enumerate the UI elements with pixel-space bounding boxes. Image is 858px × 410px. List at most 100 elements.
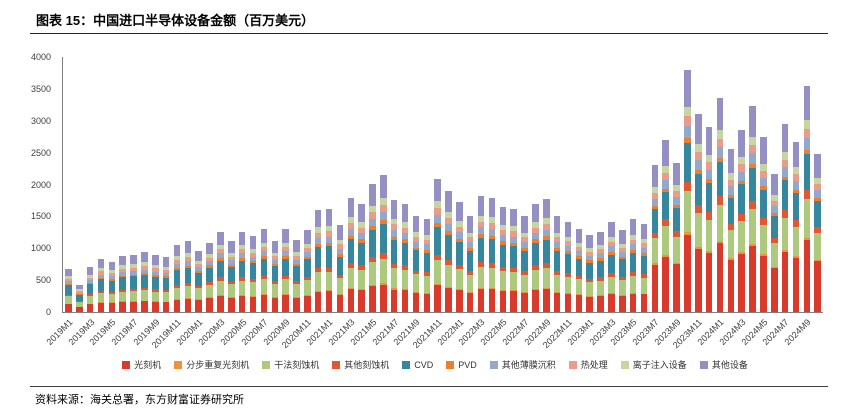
bar-segment [195, 271, 202, 273]
bar-segment [619, 256, 626, 260]
bar-segment [792, 189, 800, 193]
bar-segment [771, 266, 778, 268]
legend-swatch [174, 360, 183, 369]
bar-segment [803, 239, 811, 312]
bar-segment [325, 226, 333, 232]
bar-segment [238, 277, 246, 281]
bar-segment [228, 256, 235, 261]
bar-segment [152, 268, 159, 272]
bar-segment [304, 229, 311, 244]
bar-segment [771, 195, 778, 201]
bar-segment [119, 255, 126, 266]
bar-segment [684, 138, 691, 143]
bar-segment [119, 291, 126, 302]
bar-segment [304, 256, 311, 260]
bar-segment [184, 298, 192, 300]
bar-segment [760, 256, 767, 312]
bar-segment [390, 199, 398, 219]
bar-segment [738, 171, 745, 181]
bar-segment [76, 295, 83, 302]
bar-segment [619, 259, 626, 277]
bar-segment [553, 247, 561, 251]
bar-segment [293, 297, 300, 312]
bar-column [421, 57, 432, 312]
bar-segment [792, 180, 800, 190]
bar-segment [347, 228, 355, 236]
bar-segment [249, 296, 257, 297]
bar-segment [260, 276, 268, 280]
bar-segment [347, 217, 355, 223]
bar-segment [434, 284, 441, 286]
bar-segment [499, 241, 507, 245]
bar-column [563, 57, 574, 312]
bar-segment [716, 130, 724, 139]
bar-segment [749, 244, 756, 247]
bar-segment [271, 264, 279, 267]
x-axis-labels: 2019M1 2019M3 2019M5 2019M7 2019M9 2019M11 202… [44, 315, 822, 357]
bar-segment [738, 129, 745, 158]
bar-segment [553, 232, 561, 238]
bar-segment [86, 303, 94, 312]
bar-segment [369, 286, 376, 312]
bar-segment [619, 294, 626, 296]
bar-segment [803, 86, 811, 121]
bar-segment [249, 256, 257, 262]
bar-segment [738, 180, 745, 185]
bar-segment [553, 292, 561, 312]
bar-segment [586, 260, 593, 263]
bar-segment [108, 273, 116, 277]
bar-segment [260, 246, 268, 252]
bar-segment [293, 259, 300, 264]
bar-segment [314, 243, 322, 247]
bar-segment [532, 269, 539, 290]
bar-segment [336, 244, 344, 249]
bar-segment [358, 232, 365, 240]
bar-segment [108, 270, 116, 274]
bar-column [215, 57, 226, 312]
bar-segment [738, 184, 745, 214]
bar-segment [771, 206, 778, 213]
bar-segment [260, 251, 268, 257]
bar-segment [423, 272, 431, 276]
bar-segment [662, 255, 669, 258]
bar-segment [477, 196, 485, 216]
bar-segment [152, 275, 159, 277]
y-axis-labels: 0 500 1000 1500 2000 2500 3000 3500 4000 [0, 52, 57, 317]
bar-segment [314, 237, 322, 244]
bar-segment [249, 263, 257, 280]
bar-segment [705, 252, 713, 312]
bar-segment [640, 243, 648, 248]
bar-segment [260, 294, 268, 296]
bar-segment [358, 242, 365, 266]
bar-segment [445, 287, 452, 312]
bar-segment [249, 296, 257, 312]
bar-segment [814, 259, 821, 262]
bar-segment [228, 284, 235, 298]
bar-segment [119, 275, 126, 278]
source-text: 资料来源：海关总署，东方财富证券研究所 [35, 394, 244, 406]
bar-column [715, 57, 726, 312]
bar-segment [499, 244, 507, 267]
bar-segment [108, 276, 116, 280]
bar-segment [380, 198, 387, 206]
legend-swatch [332, 360, 341, 369]
bar-segment [358, 289, 365, 291]
bar-segment [727, 173, 735, 180]
bar-column [573, 57, 584, 312]
bar-segment [434, 201, 441, 209]
bar-segment [271, 240, 279, 253]
bar-segment [716, 196, 724, 205]
bar-segment [803, 149, 811, 155]
bar-segment [282, 228, 289, 243]
bar-segment [466, 292, 474, 312]
bar-segment [173, 268, 181, 271]
bar-segment [325, 290, 333, 292]
bar-segment [499, 289, 507, 291]
bar-segment [304, 295, 311, 312]
bar-segment [814, 190, 821, 199]
bar-column [204, 57, 215, 312]
bar-segment [532, 232, 539, 240]
header-divider [30, 33, 828, 34]
bar-segment [597, 277, 604, 281]
bar-segment [217, 253, 224, 259]
